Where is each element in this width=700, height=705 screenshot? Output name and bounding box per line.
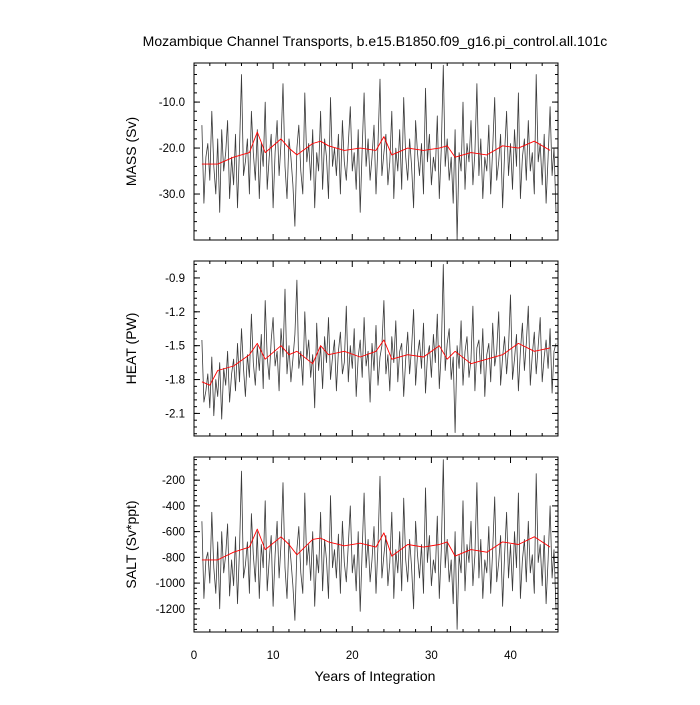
mass-y-axis-label: MASS (Sv) [123, 117, 139, 186]
heat-frame [193, 260, 559, 437]
chart-title: Mozambique Channel Transports, b.e15.B18… [143, 33, 608, 49]
heat-ytick-label: -1.5 [165, 341, 185, 353]
salt-ytick-label: -1200 [156, 604, 185, 616]
heat-ytick-label: -1.2 [165, 307, 185, 319]
salt-ytick-label: -200 [162, 475, 185, 487]
x-tick-label: 10 [267, 650, 280, 662]
mass-series-monthly [201, 64, 557, 241]
mass-ytick-label: -20.0 [159, 143, 185, 155]
panel-heat: -0.9 -1.2 -1.5 -1.8 -2.1 HEAT (PW) [123, 260, 559, 437]
salt-series-monthly [201, 459, 557, 630]
heat-ytick-label: -1.8 [165, 375, 185, 387]
panel-mass: -10.0 -20.0 -30.0 MASS (Sv) [123, 62, 559, 241]
mass-series-smoothed [201, 131, 551, 165]
heat-series-monthly [201, 263, 557, 434]
x-tick-label: 0 [191, 650, 197, 662]
x-tick-label: 20 [346, 650, 359, 662]
salt-ytick-label: -800 [162, 552, 185, 564]
heat-series-smoothed [201, 339, 551, 386]
heat-ytick-label: -2.1 [165, 408, 185, 420]
x-axis-label: Years of Integration [315, 668, 436, 684]
mass-ytick-label: -30.0 [159, 189, 185, 201]
panel-salt: -200 -400 -600 -800 -1000 -1200 SALT (Sv*ppt) 0… [123, 456, 559, 662]
salt-series-smoothed [201, 528, 551, 561]
panels-group: -10.0 -20.0 -30.0 MASS (Sv) -0.9 -1.2 -1.5 -1.8… [123, 62, 559, 662]
salt-frame [193, 456, 559, 633]
salt-ytick-label: -1000 [156, 578, 185, 590]
salt-ytick-label: -600 [162, 527, 185, 539]
mass-ytick-label: -10.0 [159, 97, 185, 109]
heat-y-axis-label: HEAT (PW) [123, 313, 139, 385]
salt-ytick-label: -400 [162, 501, 185, 513]
heat-ytick-label: -0.9 [165, 273, 185, 285]
mass-frame [193, 62, 559, 241]
x-tick-label: 40 [504, 650, 517, 662]
salt-y-axis-label: SALT (Sv*ppt) [123, 500, 139, 588]
x-tick-label: 30 [425, 650, 438, 662]
